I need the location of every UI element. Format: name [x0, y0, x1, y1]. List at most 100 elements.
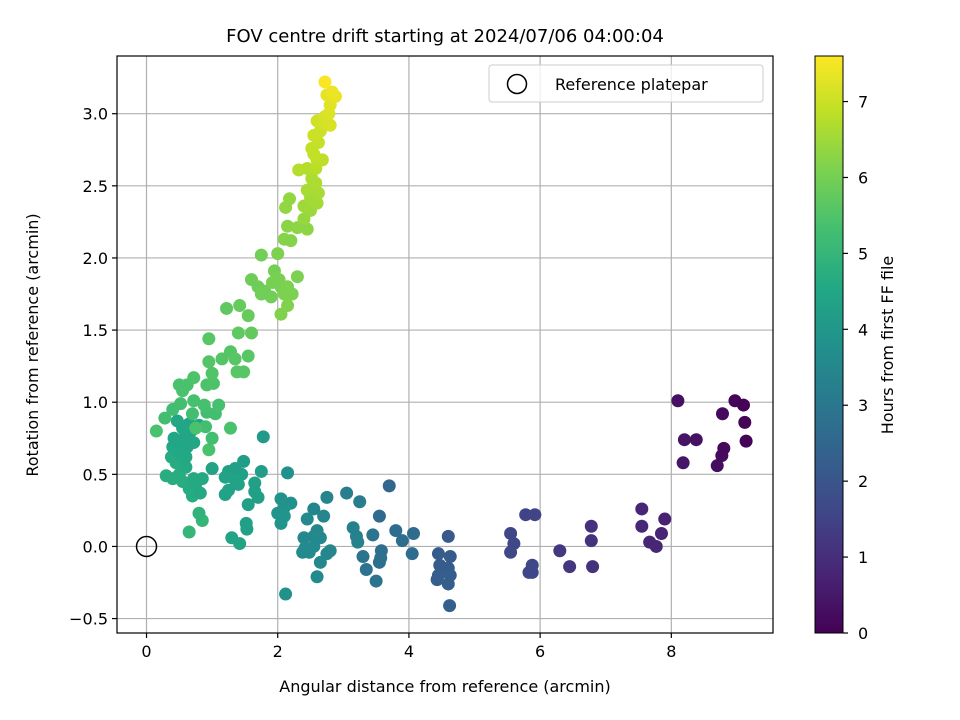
scatter-point — [256, 430, 270, 444]
scatter-point — [233, 537, 247, 551]
grid-lines — [117, 56, 773, 633]
data-points — [149, 75, 753, 613]
scatter-point — [635, 502, 649, 516]
scatter-point — [189, 477, 203, 491]
legend-box — [488, 64, 764, 103]
scatter-point — [215, 352, 229, 366]
x-tick-label: 4 — [404, 642, 414, 661]
scatter-point — [366, 528, 380, 542]
scatter-point — [525, 565, 539, 579]
y-tick-label: −0.5 — [69, 610, 108, 629]
scatter-point — [174, 397, 188, 411]
scatter-point — [166, 472, 180, 486]
scatter-point — [205, 431, 219, 445]
colorbar-tick-label: 0 — [858, 624, 868, 643]
scatter-point — [689, 433, 703, 447]
scatter-point — [649, 539, 663, 553]
scatter-point — [187, 371, 201, 385]
scatter-point — [635, 519, 649, 533]
scatter-point — [313, 555, 327, 569]
scatter-point — [205, 462, 219, 476]
scatter-point — [231, 477, 245, 491]
scatter-point — [676, 456, 690, 470]
scatter-point — [300, 512, 314, 526]
colorbar-tick-label: 1 — [858, 548, 868, 567]
scatter-point — [202, 332, 216, 346]
scatter-point — [192, 506, 206, 520]
scatter-point — [309, 176, 323, 190]
scatter-point — [172, 378, 186, 392]
x-tick-label: 0 — [141, 642, 151, 661]
scatter-point — [715, 407, 729, 421]
scatter-point — [281, 466, 295, 480]
scatter-point — [279, 587, 293, 601]
scatter-point — [359, 563, 373, 577]
scatter-point — [586, 560, 600, 574]
scatter-point — [274, 492, 288, 506]
scatter-point — [218, 488, 232, 502]
scatter-point — [179, 460, 193, 474]
scatter-point — [274, 516, 288, 530]
scatter-point — [738, 415, 752, 429]
x-tick-label: 2 — [273, 642, 283, 661]
scatter-point — [218, 470, 232, 484]
scatter-point — [241, 498, 255, 512]
scatter-point — [443, 550, 457, 564]
scatter-point — [658, 512, 672, 526]
scatter-point — [202, 443, 216, 457]
scatter-point — [271, 247, 285, 261]
scatter-point — [240, 522, 254, 536]
colorbar-gradient — [814, 55, 844, 634]
scatter-point — [736, 398, 750, 412]
scatter-point — [283, 192, 297, 206]
scatter-point — [170, 414, 184, 428]
scatter-point — [351, 535, 365, 549]
scatter-point — [202, 355, 216, 369]
scatter-point — [223, 421, 237, 435]
scatter-point — [372, 555, 386, 569]
scatter-point — [356, 550, 370, 564]
scatter-point — [167, 431, 181, 445]
scatter-point — [340, 486, 354, 500]
scatter-point — [310, 196, 324, 210]
colorbar-tick-label: 3 — [858, 396, 868, 415]
scatter-point — [254, 248, 268, 262]
y-tick-label: 1.0 — [83, 393, 108, 412]
scatter-point — [281, 219, 295, 233]
scatter-point — [405, 547, 419, 561]
y-tick-label: 0.5 — [83, 465, 108, 484]
scatter-point — [407, 526, 421, 540]
scatter-point — [285, 287, 299, 301]
scatter-point — [431, 547, 445, 561]
scatter-point — [563, 560, 577, 574]
scatter-point — [519, 508, 533, 522]
x-tick-label: 8 — [666, 642, 676, 661]
scatter-point — [254, 464, 268, 478]
legend: Reference platepar — [488, 64, 764, 103]
scatter-point — [206, 376, 220, 390]
scatter-point — [369, 574, 383, 588]
y-tick-label: 2.5 — [83, 177, 108, 196]
scatter-point — [187, 394, 201, 408]
colorbar: 0 1 2 3 4 5 6 7 Hours from first FF file — [814, 55, 897, 643]
colorbar-tick-label: 6 — [858, 168, 868, 187]
scatter-point — [677, 433, 691, 447]
colorbar-tick-label: 2 — [858, 472, 868, 491]
x-axis-ticks: 0 2 4 6 8 — [141, 633, 676, 661]
legend-label: Reference platepar — [555, 75, 708, 94]
x-axis-label: Angular distance from reference (arcmin) — [279, 677, 610, 696]
scatter-point — [237, 365, 251, 379]
scatter-point — [244, 326, 258, 340]
scatter-point — [671, 394, 685, 408]
scatter-point — [395, 534, 409, 548]
scatter-point — [158, 411, 172, 425]
scatter-point — [185, 407, 199, 421]
colorbar-tick-label: 7 — [858, 93, 868, 112]
scatter-point — [274, 307, 288, 321]
scatter-point — [187, 436, 201, 450]
scatter-point — [182, 525, 196, 539]
reference-marker — [135, 535, 158, 558]
scatter-point — [710, 459, 724, 473]
scatter-point — [212, 398, 226, 412]
